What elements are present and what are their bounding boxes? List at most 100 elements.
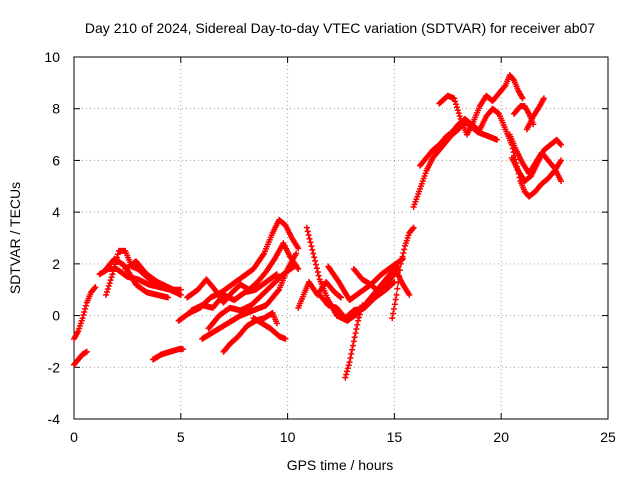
data-point: [305, 232, 312, 239]
data-point: [347, 354, 354, 361]
data-point: [175, 289, 182, 296]
data-point: [558, 157, 565, 164]
data-point: [519, 95, 526, 102]
data-point: [396, 267, 403, 274]
data-point: [273, 320, 280, 327]
y-tick-label: 6: [52, 152, 60, 168]
data-point: [343, 371, 350, 378]
data-point: [92, 284, 99, 291]
data-point: [390, 305, 397, 312]
plot-area: [73, 56, 609, 420]
data-point: [395, 279, 402, 286]
data-point: [349, 342, 356, 349]
data-point: [451, 95, 458, 102]
data-point: [338, 294, 344, 301]
data-point: [106, 280, 113, 287]
data-point: [82, 305, 89, 312]
data-point: [343, 368, 350, 375]
data-point: [309, 246, 316, 253]
y-tick-label: 4: [52, 204, 60, 220]
data-point: [312, 261, 319, 268]
data-point: [410, 224, 417, 231]
data-point: [108, 274, 115, 281]
data-point: [390, 310, 397, 317]
x-tick-label: 10: [280, 429, 296, 445]
y-tick-label: 8: [52, 101, 60, 117]
data-point: [355, 317, 362, 324]
data-point: [530, 121, 537, 128]
data-point: [396, 273, 403, 280]
x-axis-label: GPS time / hours: [287, 457, 394, 473]
data-point: [398, 257, 405, 264]
data-point: [315, 272, 322, 279]
data-point: [114, 251, 121, 258]
data-point: [351, 334, 358, 341]
data-point: [358, 305, 365, 312]
data-point: [557, 140, 564, 147]
data-point: [399, 253, 406, 260]
y-tick-label: -4: [48, 411, 61, 427]
data-point: [356, 311, 363, 318]
data-point: [179, 346, 186, 353]
y-tick-label: -2: [48, 359, 61, 375]
data-point: [304, 228, 311, 235]
x-tick-label: 20: [493, 429, 509, 445]
x-tick-label: 0: [70, 429, 78, 445]
x-tick-label: 15: [387, 429, 403, 445]
data-point: [558, 141, 565, 148]
data-points: [71, 72, 565, 381]
data-point: [359, 302, 366, 309]
data-point: [354, 321, 361, 328]
data-point: [308, 243, 315, 250]
data-point: [501, 83, 508, 90]
y-tick-label: 2: [52, 256, 60, 272]
data-point: [391, 301, 398, 308]
data-point: [81, 308, 88, 315]
data-point: [392, 296, 399, 303]
data-point: [80, 312, 87, 319]
data-point: [453, 101, 460, 108]
data-point: [452, 98, 459, 105]
data-point: [307, 239, 314, 246]
data-point: [311, 254, 318, 261]
data-point: [103, 291, 110, 298]
data-point: [352, 330, 359, 337]
data-point: [346, 359, 353, 366]
data-point: [103, 288, 110, 295]
data-point: [394, 285, 401, 292]
data-point: [109, 271, 116, 278]
data-point: [400, 249, 407, 256]
data-point: [558, 178, 565, 185]
data-point: [291, 263, 298, 270]
y-axis-label: SDTVAR / TECUs: [7, 182, 23, 294]
data-point: [306, 235, 313, 242]
data-point: [493, 136, 500, 143]
plot-frame: [73, 56, 609, 420]
data-point: [293, 250, 300, 257]
data-point: [453, 104, 460, 111]
chart-title: Day 210 of 2024, Sidereal Day-to-day VTE…: [85, 20, 595, 36]
x-tick-label: 25: [600, 429, 616, 445]
data-point: [295, 245, 302, 252]
data-point: [164, 294, 171, 301]
data-point: [91, 285, 98, 292]
data-point: [355, 314, 362, 321]
data-point: [275, 287, 282, 294]
data-point: [313, 265, 320, 272]
data-point: [409, 225, 416, 232]
data-point: [295, 266, 302, 273]
y-tick-label: 0: [52, 308, 60, 324]
data-point: [510, 76, 517, 83]
data-point: [303, 224, 310, 231]
data-point: [454, 107, 461, 114]
data-point: [456, 113, 463, 120]
data-point: [389, 315, 396, 322]
y-tick-label: 10: [44, 49, 60, 65]
data-point: [397, 260, 404, 267]
data-point: [312, 257, 319, 264]
data-point: [350, 338, 357, 345]
data-point: [406, 291, 413, 298]
data-point: [349, 346, 356, 353]
data-point: [107, 277, 114, 284]
